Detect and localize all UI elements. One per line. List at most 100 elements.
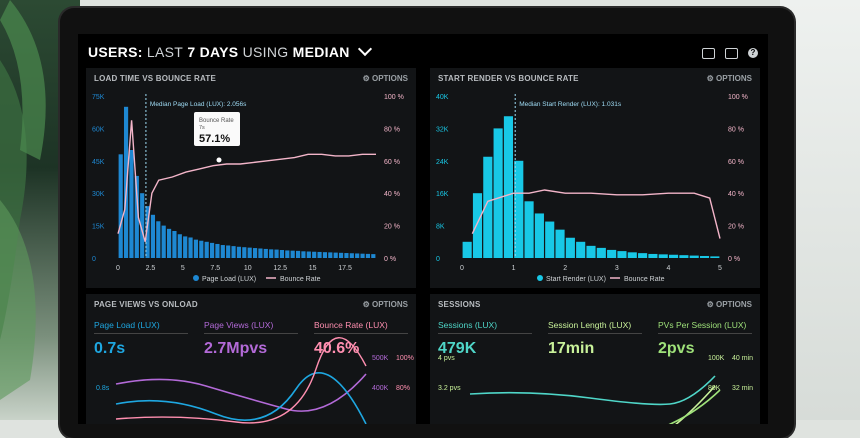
panel-title: START RENDER VS BOUNCE RATE [438, 74, 579, 83]
header-using: USING [242, 44, 289, 60]
axis-tick: 100% [396, 355, 414, 362]
bar [524, 201, 534, 258]
metric-page-views[interactable]: Page Views (LUX) 2.7Mpvs [204, 320, 298, 358]
bounce-rate-line [117, 120, 376, 242]
bar [545, 221, 555, 258]
options-label: OPTIONS [715, 74, 752, 83]
bar [156, 221, 161, 258]
bar [565, 237, 575, 258]
options-button[interactable]: ⚙ OPTIONS [362, 300, 408, 309]
bar [123, 106, 129, 258]
options-button[interactable]: ⚙ OPTIONS [362, 74, 408, 83]
metric-sessions[interactable]: Sessions (LUX) 479K [438, 320, 532, 358]
bar [576, 241, 586, 258]
options-button[interactable]: ⚙ OPTIONS [706, 74, 752, 83]
y-left-tick: 0 [436, 256, 440, 263]
axis-tick: 80K [708, 385, 721, 392]
monitor-icon[interactable] [702, 48, 715, 59]
bounce-rate-line [115, 337, 367, 424]
bar [607, 249, 617, 258]
options-label: OPTIONS [715, 300, 752, 309]
median-label: Median Start Render (LUX): 1.031s [519, 101, 622, 108]
bar [483, 156, 493, 258]
bar [472, 193, 483, 258]
y-left-tick: 40K [436, 94, 449, 101]
metric-label: Session Length (LUX) [548, 320, 642, 334]
bar [231, 246, 236, 258]
metric-session-length[interactable]: Session Length (LUX) 17min [548, 320, 642, 358]
bar [252, 248, 258, 258]
bar [493, 128, 503, 258]
panel-load-time: LOAD TIME VS BOUNCE RATE ⚙ OPTIONS 75K 60… [86, 68, 416, 288]
page-views-chart: 500K 400K 100% 80% 0.8s [96, 337, 414, 424]
bar [129, 150, 134, 258]
metric-page-load[interactable]: Page Load (LUX) 0.7s [94, 320, 188, 358]
y-right-tick: 100 % [728, 94, 748, 101]
bar [648, 253, 658, 258]
legend-label: Start Render (LUX) [546, 276, 606, 283]
y-left-tick: 24K [436, 159, 449, 166]
legend-label: Bounce Rate [280, 276, 321, 283]
x-tick: 4 [666, 265, 670, 272]
bar [279, 250, 285, 258]
x-tick: 5 [718, 265, 722, 272]
bar [247, 247, 252, 258]
panel-start-render: START RENDER VS BOUNCE RATE ⚙ OPTIONS 40… [430, 68, 760, 288]
metric-value: 479K [438, 340, 477, 357]
panel-title: SESSIONS [438, 300, 481, 309]
bar [503, 116, 513, 258]
metric-pvs-per-session[interactable]: PVs Per Session (LUX) 2pvs [658, 320, 752, 358]
bar [617, 251, 627, 258]
bar [534, 213, 544, 258]
y-left-tick: 32K [436, 126, 449, 133]
bar [209, 242, 215, 258]
bar [161, 225, 166, 258]
axis-tick: 100K [708, 355, 725, 362]
tooltip-value: 57.1% [199, 133, 230, 145]
header-prefix: USERS: [88, 44, 143, 60]
bar [638, 253, 648, 258]
dashboard-header[interactable]: USERS: LAST 7 DAYS USING MEDIAN [88, 41, 372, 60]
x-tick: 12.5 [273, 265, 287, 272]
header-range-label: LAST [146, 44, 184, 60]
bar [349, 253, 354, 258]
bar [263, 248, 268, 258]
tooltip-point [216, 157, 222, 163]
bar [627, 252, 637, 258]
metric-label: Bounce Rate (LUX) [314, 320, 408, 334]
y-left-tick: 8K [436, 224, 445, 231]
dashboard-screen: USERS: LAST 7 DAYS USING MEDIAN ? LOAD T… [78, 34, 768, 424]
x-tick: 0 [460, 265, 464, 272]
tooltip-box [194, 112, 240, 146]
tooltip-sub: 7s [199, 125, 205, 131]
bar [188, 237, 193, 258]
image-icon[interactable] [725, 48, 738, 59]
y-left-tick: 16K [436, 191, 449, 198]
header-days: 7 DAYS [187, 44, 239, 60]
metric-bounce-rate[interactable]: Bounce Rate (LUX) 40.6% [314, 320, 408, 358]
metric-label: Page Views (LUX) [204, 320, 298, 334]
bar [274, 249, 279, 258]
sessions-line [469, 375, 716, 406]
y-left-tick: 60K [92, 126, 105, 133]
options-label: OPTIONS [371, 74, 408, 83]
help-icon[interactable]: ? [748, 48, 758, 58]
y-left-tick: 45K [92, 159, 105, 166]
bar [322, 252, 328, 258]
axis-tick: 80% [396, 385, 410, 392]
bar [555, 229, 565, 258]
metric-value: 2.7Mpvs [204, 340, 268, 357]
plant-leaves [0, 0, 46, 400]
bar [242, 247, 247, 258]
bar [355, 253, 360, 258]
options-button[interactable]: ⚙ OPTIONS [706, 300, 752, 309]
axis-tick: 500K [372, 355, 389, 362]
y-left-tick: 15K [92, 224, 105, 231]
bar [669, 254, 679, 258]
bar [285, 250, 290, 258]
bar [118, 154, 123, 258]
legend-label: Bounce Rate [624, 276, 665, 283]
chevron-down-icon[interactable] [357, 41, 372, 57]
axis-tick: 3.2 pvs [438, 385, 461, 392]
y-left-tick: 75K [92, 94, 105, 101]
